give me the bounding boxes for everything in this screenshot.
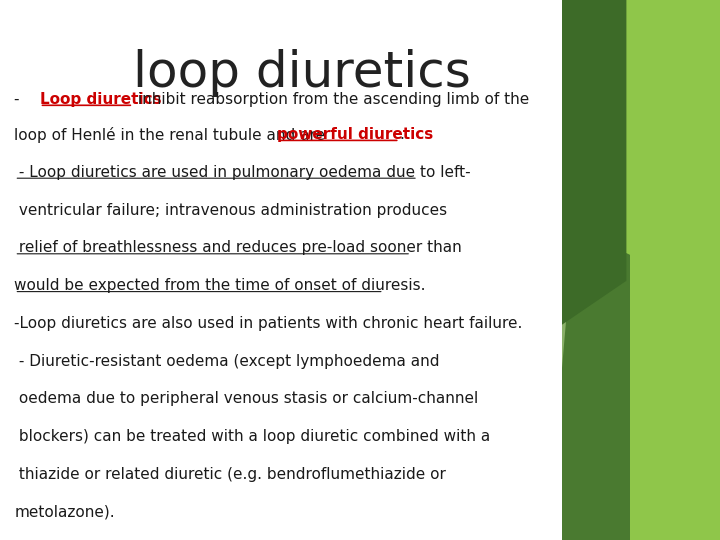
Polygon shape	[547, 0, 720, 540]
Polygon shape	[0, 0, 562, 540]
Polygon shape	[630, 0, 720, 540]
Text: loop diuretics: loop diuretics	[133, 49, 472, 97]
Text: .: .	[400, 127, 405, 142]
Text: relief of breathlessness and reduces pre-load sooner than: relief of breathlessness and reduces pre…	[14, 240, 462, 255]
Polygon shape	[605, 0, 720, 297]
Polygon shape	[418, 205, 576, 540]
Text: metolazone).: metolazone).	[14, 505, 115, 520]
Text: -: -	[14, 92, 24, 107]
Text: loop of Henlé in the renal tubule and are: loop of Henlé in the renal tubule and ar…	[14, 127, 330, 143]
Text: oedema due to peripheral venous stasis or calcium-channel: oedema due to peripheral venous stasis o…	[14, 392, 479, 407]
Text: thiazide or related diuretic (e.g. bendroflumethiazide or: thiazide or related diuretic (e.g. bendr…	[14, 467, 446, 482]
Text: inhibit reabsorption from the ascending limb of the: inhibit reabsorption from the ascending …	[133, 92, 529, 107]
Text: - Loop diuretics are used in pulmonary oedema due to left-: - Loop diuretics are used in pulmonary o…	[14, 165, 471, 180]
Polygon shape	[547, 0, 626, 335]
Text: ventricular failure; intravenous administration produces: ventricular failure; intravenous adminis…	[14, 202, 448, 218]
Text: powerful diuretics: powerful diuretics	[277, 127, 433, 142]
Text: blockers) can be treated with a loop diuretic combined with a: blockers) can be treated with a loop diu…	[14, 429, 490, 444]
Text: - Diuretic-resistant oedema (except lymphoedema and: - Diuretic-resistant oedema (except lymp…	[14, 354, 440, 369]
Text: Loop diuretics: Loop diuretics	[40, 92, 161, 107]
Text: would be expected from the time of onset of diuresis.: would be expected from the time of onset…	[14, 278, 431, 293]
Text: -Loop diuretics are also used in patients with chronic heart failure.: -Loop diuretics are also used in patient…	[14, 316, 523, 331]
